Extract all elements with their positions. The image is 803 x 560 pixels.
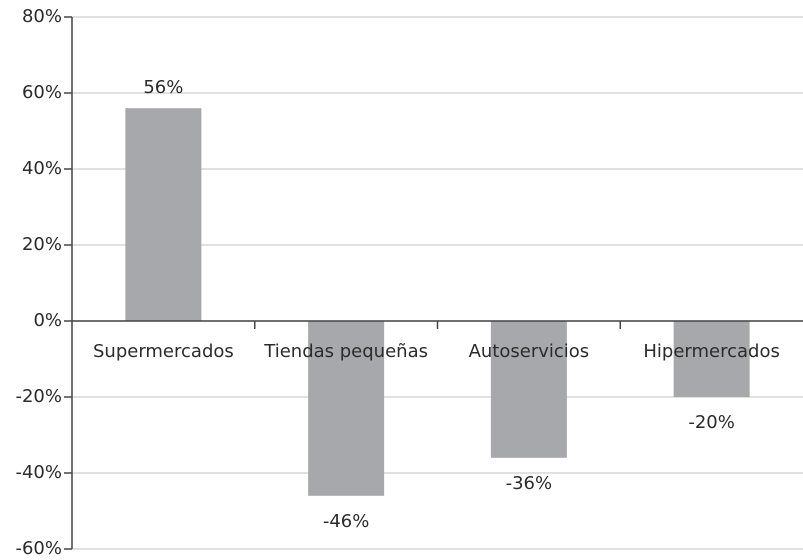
y-tick-label: 60% [22, 82, 62, 103]
y-tick-label: 80% [22, 6, 62, 27]
y-tick-label: 20% [22, 234, 62, 255]
value-label: 56% [143, 77, 183, 98]
y-tick-label: -60% [15, 538, 62, 559]
x-tick-label: Hipermercados [643, 341, 779, 362]
x-tick-label: Autoservicios [469, 341, 590, 362]
y-tick-label: 40% [22, 158, 62, 179]
bar [308, 321, 385, 496]
bar [673, 321, 750, 397]
x-tick-label: Supermercados [93, 341, 234, 362]
value-label: -46% [323, 511, 370, 532]
y-tick-label: -20% [15, 386, 62, 407]
value-label: -36% [506, 473, 553, 494]
x-tick-label: Tiendas pequeñas [263, 341, 428, 362]
bar [490, 321, 567, 458]
bar [125, 108, 202, 321]
value-label: -20% [688, 412, 735, 433]
y-tick-label: 0% [33, 310, 62, 331]
y-tick-label: -40% [15, 462, 62, 483]
